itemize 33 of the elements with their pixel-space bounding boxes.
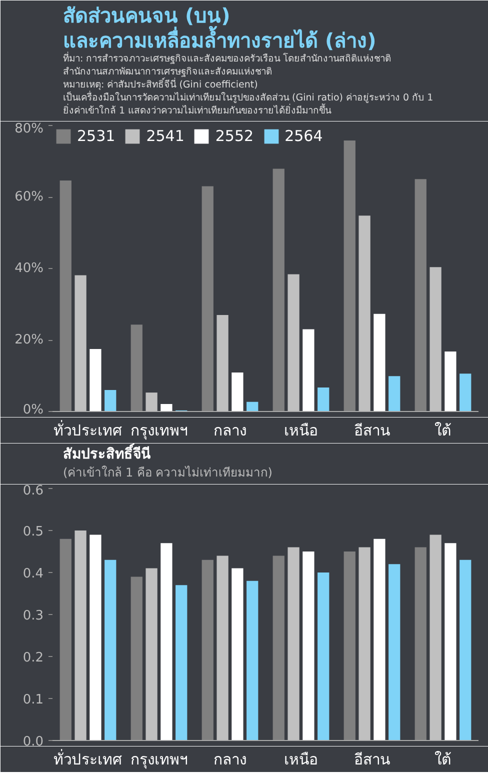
x-tick-label: อีสาน [354,422,390,440]
y-axis-title: สัมประสิทธิ์จีนี [62,442,151,462]
y-tick-label: 0% [22,402,44,418]
x-tick-label: กรุงเทพฯ [130,422,188,440]
x-tick-label: ทั่วประเทศ [54,420,122,440]
x-tick-label: เหนือ [284,422,318,440]
y-tick-label: 0.5 [22,524,44,540]
y-tick-label: 0.1 [22,692,44,708]
y-tick-label: 0.3 [22,608,44,624]
y-tick-label: 0.6 [22,484,44,498]
legend-label: 2541 [146,127,184,145]
text: หมายเหตุ: ค่าสัมประสิทธิ์จีนี่ (Gini coefficient) เป็นเครื่องมือในการวัดความไม่เท่าเทียมในรูปของสัดส่วน (Gini ratio) ค่าอยู่ระหว่าง 0 กับ 1 ยิ่งค่าเข้าใกล้ 1 แสดงว่าความไม่เท่าเทียมกันของรายได้ยิ่งมีมากขึ้น [62,76,434,116]
chart-title: สัดส่วนคนจน (บน) และความเหลื่อมล้ำทางรายได้ (ล่าง) [62,4,376,52]
legend-label: 2564 [284,127,323,145]
x-tick-label: กลาง [214,750,246,768]
y-tick-label: 0.0 [22,734,44,750]
y-tick-label: 0.4 [22,566,44,582]
y-tick-label: 20% [14,332,44,348]
y-tick-label: 60% [14,190,44,204]
legend-label: 2552 [215,127,254,145]
x-tick-label: ทั่วประเทศ [54,748,122,768]
y-tick-label: 40% [14,261,44,276]
x-tick-label: กลาง [214,422,246,440]
x-tick-label: ใต้ [434,750,452,768]
x-tick-label: เหนือ [284,750,318,768]
x-tick-label: กรุงเทพฯ [130,750,188,770]
text: ที่มา: การสำรวจภาวะเศรษฐกิจและสังคมของครัวเรือน โดยสำนักงานสถิติแห่งชาติ สำนักงานสภาพัฒนาการเศรษฐกิจและสังคมแห่งชาติ [62,52,392,78]
legend-label: 2531 [77,127,116,145]
chart-subtitle: (ค่าเข้าใกล้ 1 คือ ความไม่เท่าเทียมมาก) [62,466,272,480]
y-tick-label: 0.2 [22,650,44,666]
y-tick-label: 80% [14,122,44,136]
x-tick-label: ใต้ [434,422,452,440]
x-tick-label: อีสาน [354,750,390,768]
